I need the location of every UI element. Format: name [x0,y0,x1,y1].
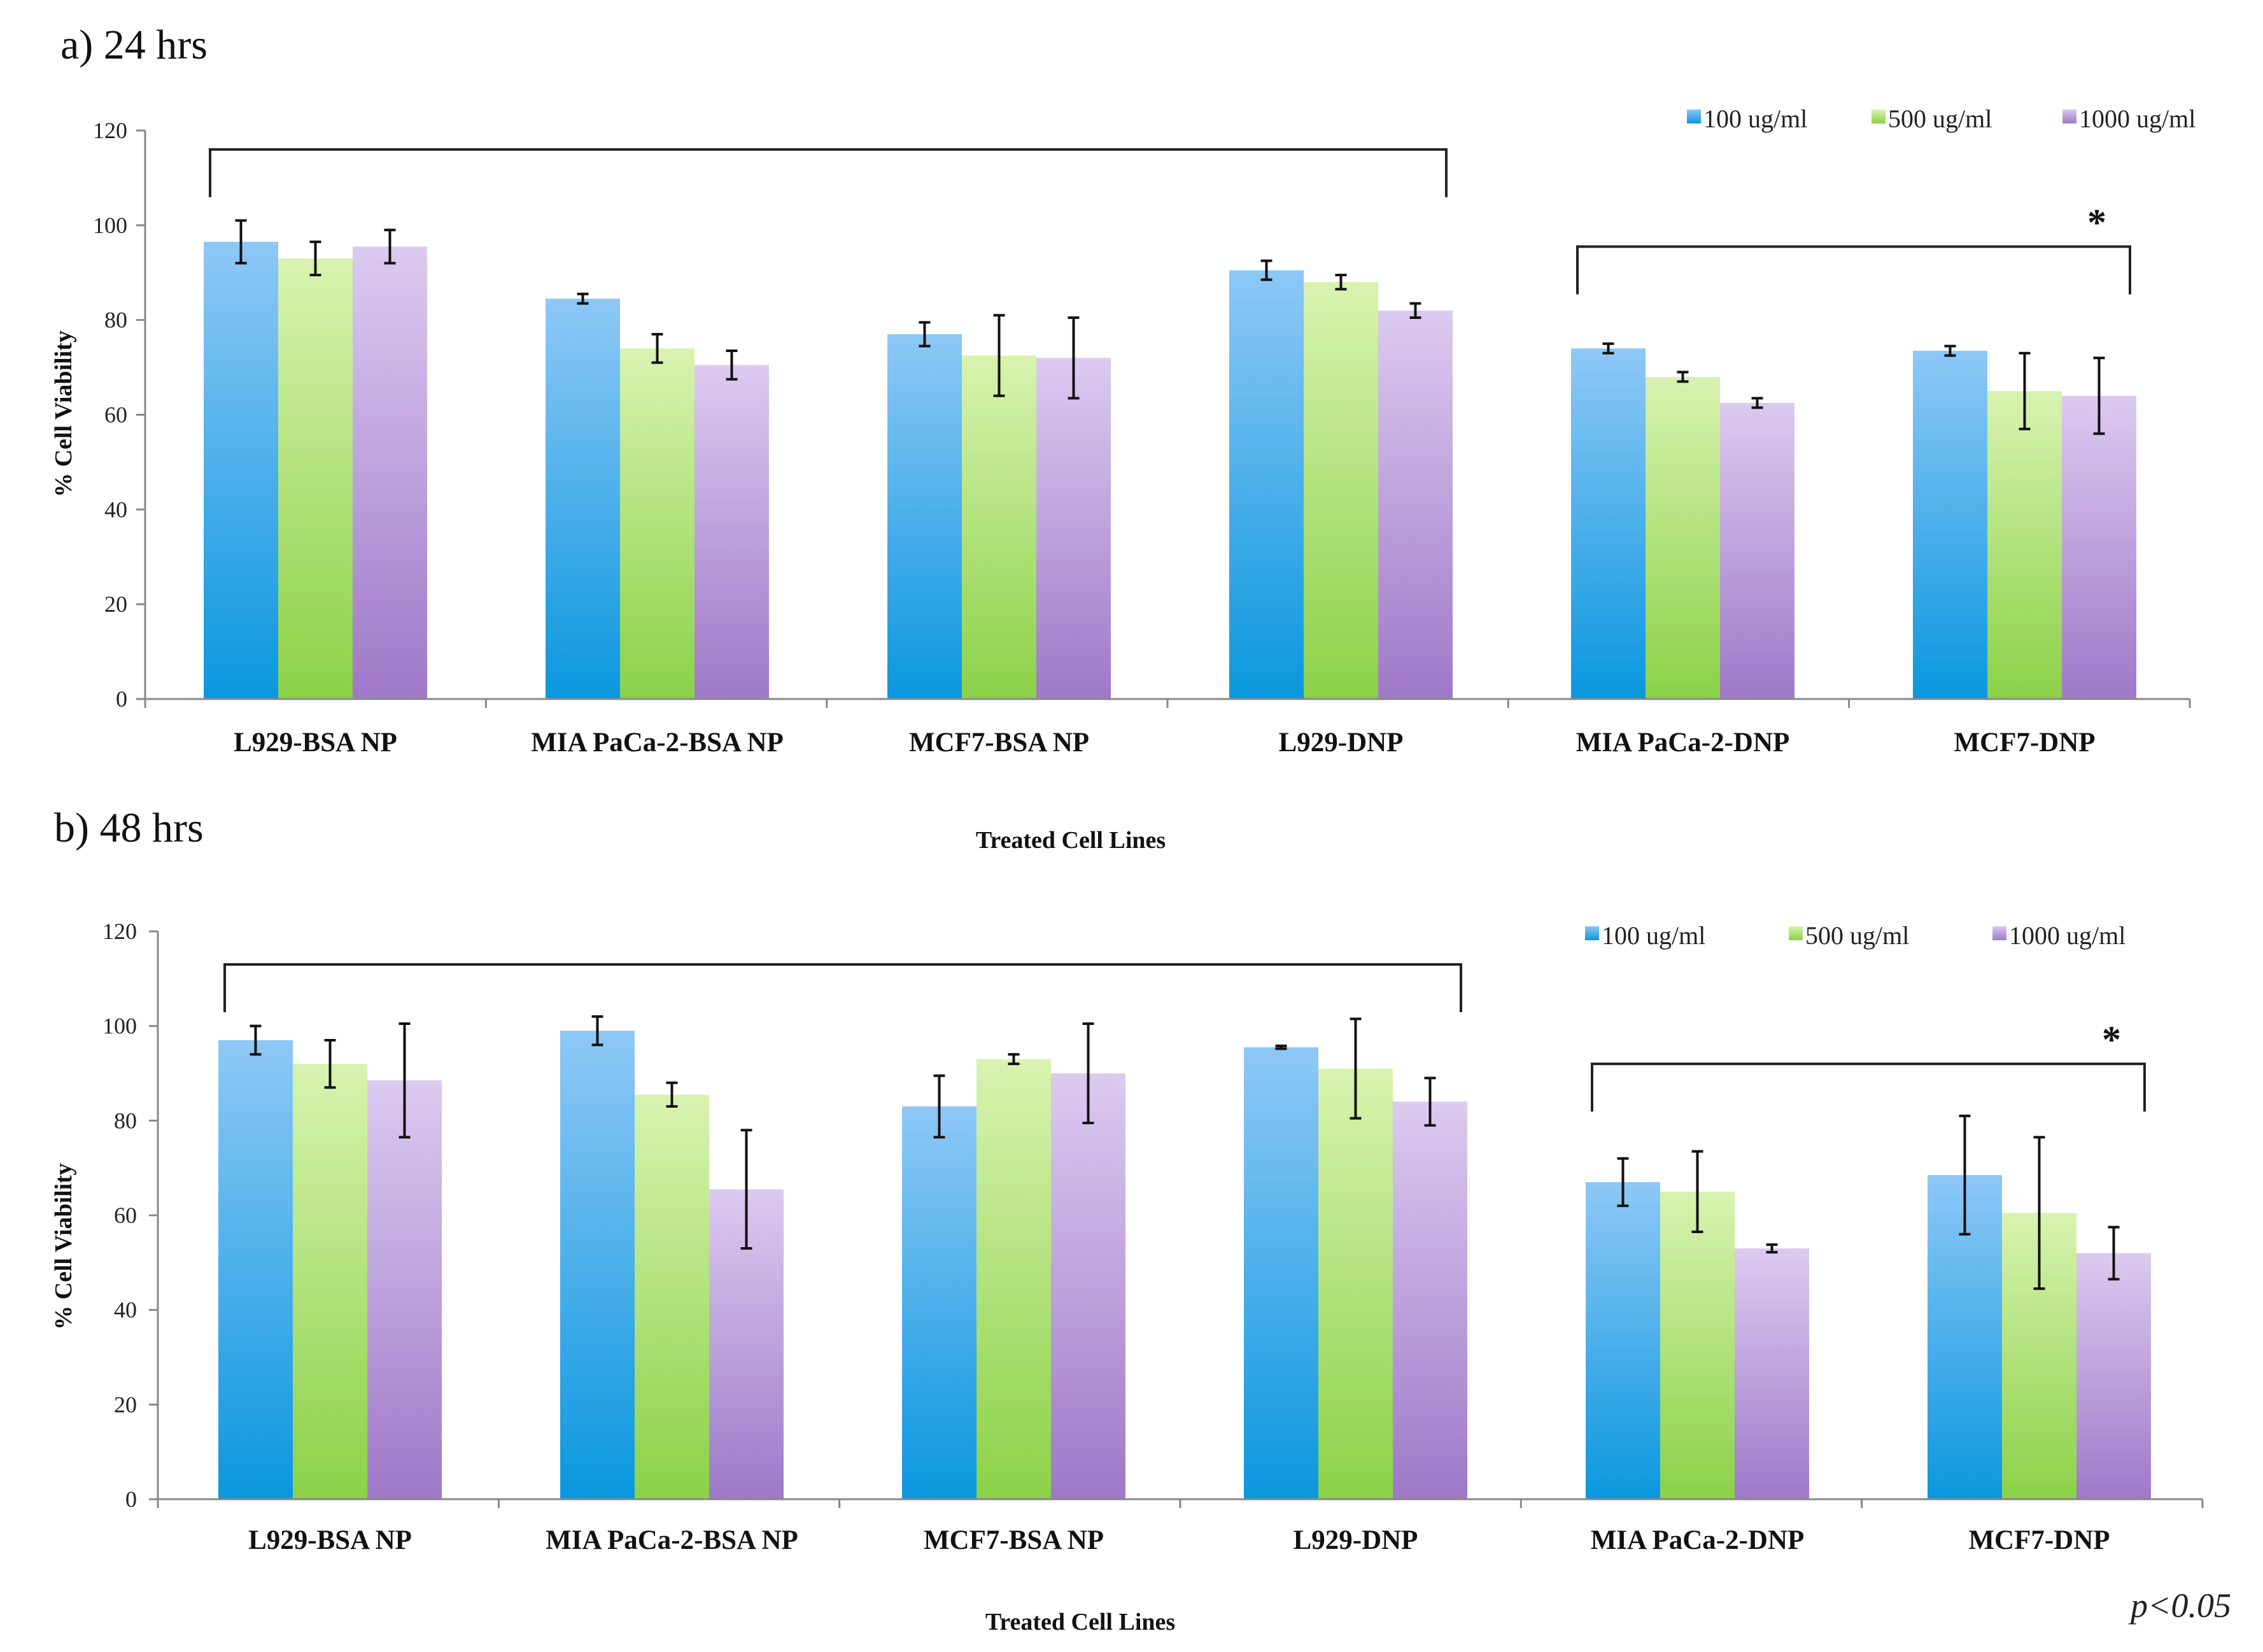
y-tick-label: 40 [104,497,127,522]
y-tick-label: 20 [114,1392,137,1417]
category-label: L929-BSA NP [234,728,397,758]
category-label: MCF7-DNP [1954,728,2095,758]
category-label: MIA PaCa-2-BSA NP [546,1525,798,1555]
significance-bracket [209,148,1448,197]
panel-b-y-axis-title: % Cell Viability [50,1163,77,1330]
category-label: L929-DNP [1294,1525,1418,1555]
significance-star: * [2102,1019,2121,1061]
bar [1378,310,1453,699]
bar [962,355,1036,699]
y-tick-label: 60 [104,402,127,428]
bar [1660,1191,1735,1499]
bar [1586,1182,1660,1499]
legend-swatch [1992,926,2006,940]
bar [278,258,353,699]
y-tick-label: 80 [104,307,127,333]
y-tick-label: 40 [114,1297,137,1323]
bar [546,299,620,699]
bar [635,1094,709,1499]
bar [1735,1248,1809,1499]
bar [367,1080,442,1499]
significance-bracket [1591,1063,2146,1112]
legend-swatch [1789,926,1803,940]
panel-b-x-axis-title: Treated Cell Lines [985,1609,1175,1635]
y-tick-label: 100 [102,1013,137,1039]
legend-label: 100 ug/ml [1602,921,1705,950]
bar [902,1106,976,1499]
bar [1987,391,2062,699]
panel-a-title: a) 24 hrs [60,22,208,68]
bar [1244,1047,1318,1499]
bar [560,1031,635,1499]
category-label: L929-BSA NP [248,1525,412,1555]
panel-b-title: b) 48 hrs [54,805,204,851]
category-label: MCF7-BSA NP [909,728,1089,758]
y-tick-label: 60 [114,1203,137,1228]
legend-label: 1000 ug/ml [2009,921,2126,950]
significance-bracket [1576,245,2131,295]
bar [1036,358,1111,699]
panel-b-chart: 0 20 40 60 80 100 120 L929-BSA NP MIA PaCa-2-BSA… [102,919,2204,1555]
bar [353,246,427,700]
bar [1304,282,1378,700]
bar [204,241,278,700]
legend-swatch [1585,926,1599,940]
legend-label: 500 ug/ml [1888,104,1992,133]
bar [1393,1101,1467,1499]
bar [887,334,962,699]
bar [1051,1073,1125,1499]
bar [694,365,769,699]
bar [2062,395,2136,699]
legend-swatch [1872,109,1886,124]
significance-footnote: p<0.05 [2128,1586,2231,1625]
bar [1720,402,1794,699]
bar [293,1064,367,1499]
legend-swatch [2062,109,2076,124]
legend-label: 100 ug/ml [1703,104,1807,133]
bar [1913,351,1987,699]
category-label: MCF7-DNP [1968,1525,2110,1555]
significance-star: * [2087,201,2106,243]
bar [1229,270,1304,699]
significance-bracket [223,963,1462,1013]
y-tick-label: 0 [116,686,127,712]
y-tick-label: 80 [114,1108,137,1133]
bar [1646,376,1720,699]
panel-a-chart: 0 20 40 60 80 100 120 L929-BSA NP MIA PaCa-2-BSA… [93,104,2196,758]
y-tick-label: 120 [102,919,137,944]
y-tick-label: 0 [125,1486,137,1512]
bar [976,1059,1051,1499]
bar [1571,348,1646,699]
bar [2076,1253,2151,1499]
y-tick-label: 120 [93,118,127,143]
legend-label: 1000 ug/ml [2079,104,2196,133]
category-label: MIA PaCa-2-DNP [1576,728,1790,758]
bar [218,1040,293,1499]
category-label: MIA PaCa-2-BSA NP [531,728,784,758]
bar [1318,1068,1393,1499]
panel-a-x-axis-title: Treated Cell Lines [976,827,1166,854]
bar [620,348,694,699]
y-tick-label: 20 [104,591,127,617]
y-tick-label: 100 [93,213,127,238]
legend-label: 500 ug/ml [1805,921,1909,950]
category-label: L929-DNP [1279,728,1404,758]
panel-a-y-axis-title: % Cell Viability [50,330,77,497]
category-label: MCF7-BSA NP [924,1525,1104,1555]
category-label: MIA PaCa-2-DNP [1591,1525,1805,1555]
legend-swatch [1687,109,1701,124]
